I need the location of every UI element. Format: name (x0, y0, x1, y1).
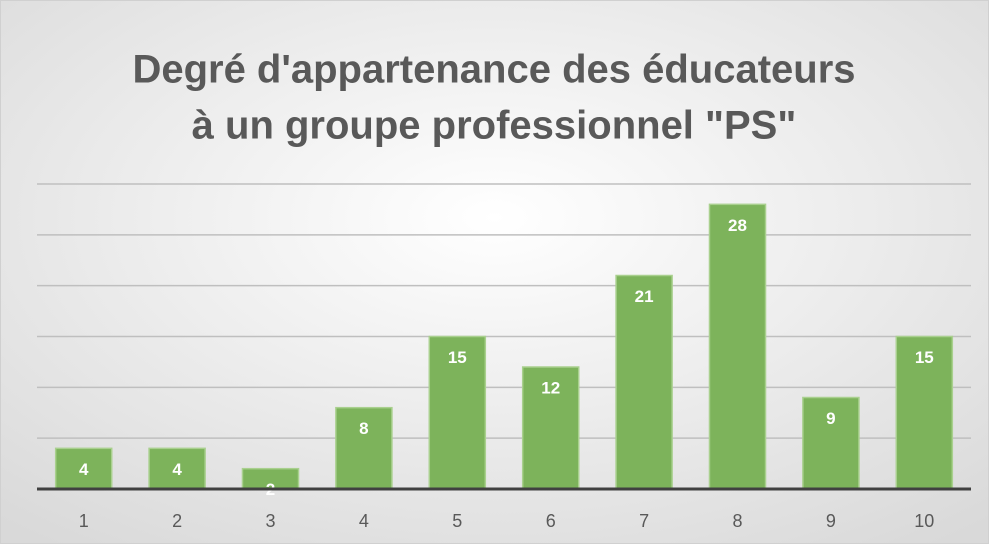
x-tick-label: 1 (79, 511, 89, 531)
chart-title: Degré d'appartenance des éducateurs (132, 48, 855, 92)
value-label: 28 (728, 216, 747, 235)
x-tick-label: 5 (452, 511, 462, 531)
x-tick-label: 6 (546, 511, 556, 531)
bar (54, 447, 113, 490)
x-tick-label: 8 (732, 511, 742, 531)
x-tick-label: 10 (914, 511, 934, 531)
value-label: 21 (635, 287, 654, 306)
value-label: 15 (448, 348, 467, 367)
value-label: 9 (826, 409, 835, 428)
x-tick-label: 9 (826, 511, 836, 531)
x-tick-label: 2 (172, 511, 182, 531)
bar (335, 406, 393, 490)
value-label: 8 (359, 419, 368, 438)
value-label: 4 (172, 460, 182, 479)
x-tick-label: 4 (359, 511, 369, 531)
bar (708, 203, 767, 490)
x-tick-label: 7 (639, 511, 649, 531)
bar (521, 366, 580, 490)
value-label: 4 (79, 460, 89, 479)
bar (802, 396, 860, 490)
value-label: 12 (541, 378, 560, 397)
bar (428, 335, 487, 490)
value-label: 15 (915, 348, 934, 367)
x-tick-label: 3 (265, 511, 275, 531)
bar (148, 447, 206, 490)
chart-title: à un groupe professionnel "PS" (192, 104, 797, 148)
bar (615, 274, 673, 490)
